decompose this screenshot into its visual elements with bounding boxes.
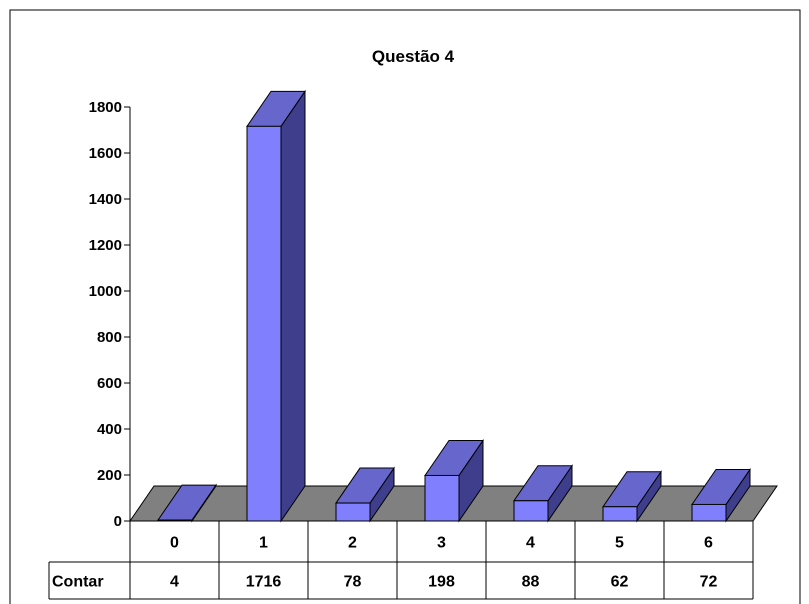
- series-name: Contar: [52, 574, 104, 591]
- x-tick-label: 5: [615, 535, 624, 552]
- y-tick-label: 1600: [89, 145, 122, 162]
- table-value: 4: [170, 574, 179, 591]
- y-tick-label: 1800: [89, 99, 122, 116]
- bar: [691, 503, 727, 522]
- x-tick-label: 3: [437, 535, 446, 552]
- x-tick-label: 4: [526, 535, 535, 552]
- chart-title: Questão 4: [372, 47, 455, 66]
- table-value: 1716: [246, 574, 282, 591]
- bar: [424, 474, 460, 522]
- table-value: 78: [344, 574, 362, 591]
- table-value: 88: [522, 574, 540, 591]
- table-value: 62: [611, 574, 629, 591]
- y-tick-label: 0: [114, 513, 122, 530]
- y-tick-label: 1400: [89, 191, 122, 208]
- y-tick-label: 200: [97, 467, 122, 484]
- plot-area: 0 200 400 600 800 1000 1200 1400 1600 1800 0 4 1 1716…: [48, 89, 778, 600]
- y-tick-label: 600: [97, 375, 122, 392]
- bar-side: [280, 89, 306, 523]
- bar: [513, 500, 549, 522]
- y-tick-label: 1000: [89, 283, 122, 300]
- x-tick-label: 0: [170, 535, 179, 552]
- x-tick-label: 2: [348, 535, 357, 552]
- y-tick-label: 1200: [89, 237, 122, 254]
- table-value: 198: [428, 574, 455, 591]
- x-tick-label: 6: [704, 535, 713, 552]
- table-value: 72: [700, 574, 718, 591]
- y-tick-label: 800: [97, 329, 122, 346]
- bar: [602, 506, 638, 522]
- y-tick-label: 400: [97, 421, 122, 438]
- bar: [246, 125, 282, 522]
- x-tick-label: 1: [259, 535, 268, 552]
- bar: [335, 502, 371, 522]
